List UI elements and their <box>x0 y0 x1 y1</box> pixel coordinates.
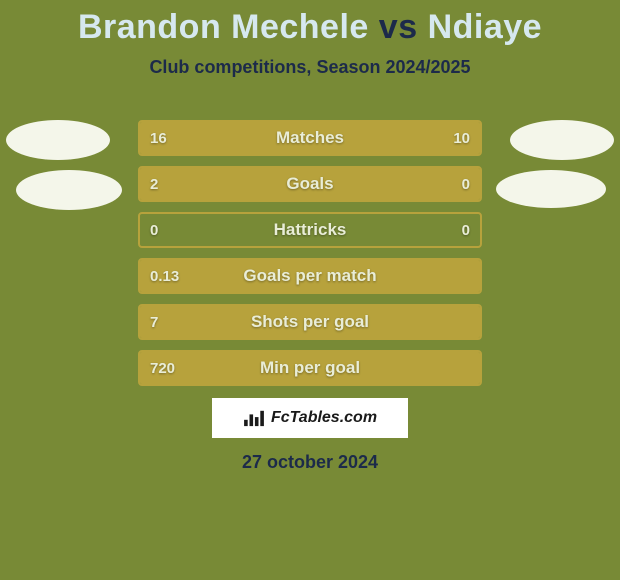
stat-label: Shots per goal <box>140 306 480 338</box>
stat-row: 1610Matches <box>138 120 482 156</box>
comparison-card: Brandon Mechele vs Ndiaye Club competiti… <box>0 0 620 580</box>
player1-avatar-shape-2 <box>16 170 122 210</box>
stat-label: Goals <box>140 168 480 200</box>
player1-name: Brandon Mechele <box>78 8 369 46</box>
stat-row: 720Min per goal <box>138 350 482 386</box>
stat-label: Hattricks <box>140 214 480 246</box>
stat-label: Min per goal <box>140 352 480 384</box>
stat-row: 7Shots per goal <box>138 304 482 340</box>
stat-row: 00Hattricks <box>138 212 482 248</box>
stats-table: 1610Matches 20Goals 00Hattricks 0.13Goals p… <box>138 120 482 396</box>
stat-label: Goals per match <box>140 260 480 292</box>
player2-avatar-shape-1 <box>510 120 614 160</box>
logo-text: FcTables.com <box>271 409 377 427</box>
subtitle: Club competitions, Season 2024/2025 <box>0 57 620 78</box>
player1-avatar-shape-1 <box>6 120 110 160</box>
date-text: 27 october 2024 <box>0 452 620 473</box>
player2-name: Ndiaye <box>428 8 543 46</box>
page-title: Brandon Mechele vs Ndiaye <box>0 0 620 47</box>
player2-avatar-shape-2 <box>496 170 606 208</box>
stat-label: Matches <box>140 122 480 154</box>
logo-box: FcTables.com <box>212 398 408 438</box>
stat-row: 0.13Goals per match <box>138 258 482 294</box>
bars-icon <box>243 409 265 427</box>
stat-row: 20Goals <box>138 166 482 202</box>
vs-word: vs <box>379 8 418 46</box>
